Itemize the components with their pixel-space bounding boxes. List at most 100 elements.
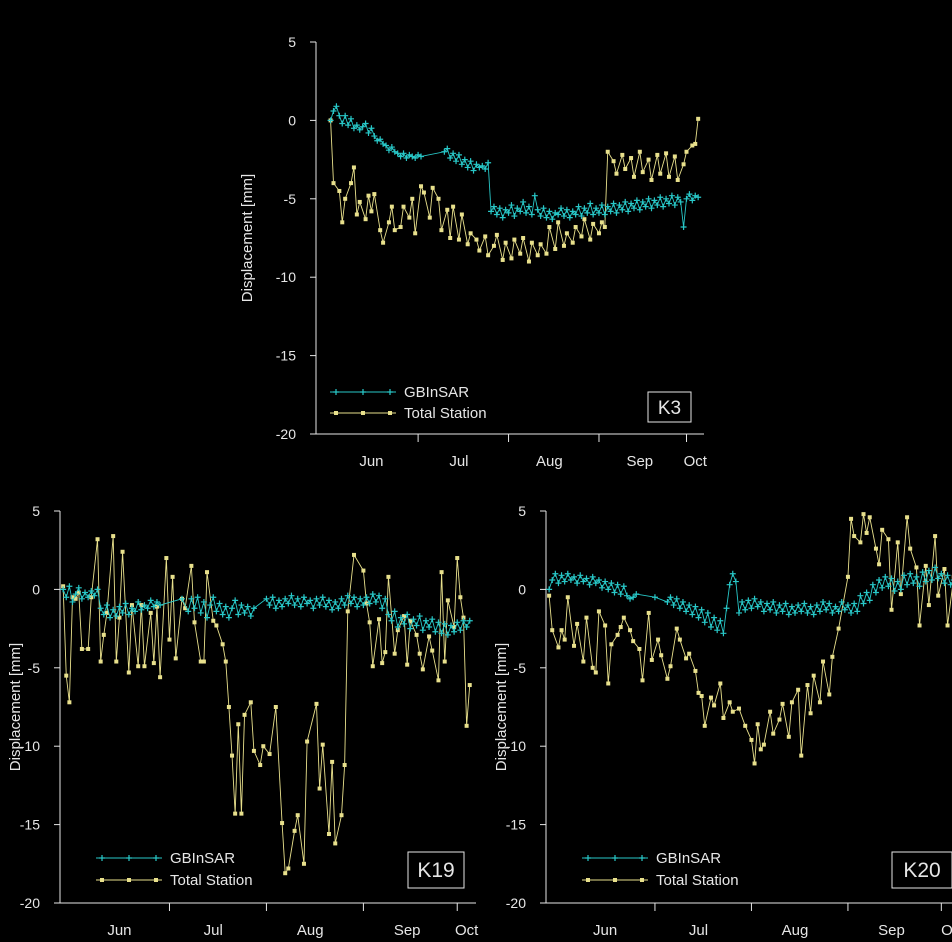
gbinsar-point [584, 209, 591, 216]
total-station-point [214, 623, 219, 628]
legend-label: Total Station [656, 872, 739, 889]
total-station-point [699, 694, 704, 699]
total-station-point [602, 225, 607, 230]
gbinsar-point [511, 213, 518, 220]
gbinsar-point [816, 608, 823, 615]
total-station-point [351, 165, 356, 170]
gbinsar-point [379, 605, 386, 612]
gbinsar-point [447, 622, 454, 629]
gbinsar-point [342, 112, 349, 119]
gbinsar-point [207, 602, 214, 609]
total-station-point [672, 154, 677, 159]
total-station-point [86, 646, 91, 651]
total-station-point [849, 516, 854, 521]
gbinsar-series [327, 103, 702, 231]
total-station-point [477, 248, 482, 253]
total-station-point [388, 411, 392, 415]
total-station-point [500, 257, 505, 262]
total-station-point [392, 228, 397, 233]
x-month-label: Jul [204, 922, 223, 939]
total-station-point [755, 722, 760, 727]
gbinsar-point [916, 583, 923, 590]
gbinsar-point [767, 606, 774, 613]
chart-panel-k3: 5 0 -5 -10 -15 -20 Displacement [mm] Jun Jul Aug S… [239, 34, 708, 470]
gbinsar-point [913, 573, 920, 580]
total-station-point [451, 204, 456, 209]
total-station-point [631, 639, 636, 644]
total-station-point [588, 237, 593, 242]
total-station-point [771, 731, 776, 736]
total-station-point [649, 177, 654, 182]
gbinsar-point [585, 855, 591, 861]
total-station-point [455, 556, 460, 561]
gbinsar-point [325, 597, 332, 604]
total-station-point [436, 678, 441, 683]
gbinsar-point [419, 627, 426, 634]
gbinsar-point [546, 208, 553, 215]
gbinsar-point [461, 156, 468, 163]
total-station-point [512, 237, 517, 242]
gbinsar-point [345, 122, 352, 129]
gbinsar-series [60, 583, 473, 638]
x-month-label: Oct [684, 453, 708, 470]
gbinsar-point [801, 600, 808, 607]
total-station-point [280, 821, 285, 826]
total-station-point [561, 243, 566, 248]
legend-label: GBInSAR [170, 850, 235, 867]
gbinsar-point [616, 202, 623, 209]
gbinsar-point [571, 573, 578, 580]
gbinsar-point [904, 581, 911, 588]
total-station-point [101, 632, 106, 637]
total-station-point [613, 878, 617, 882]
gbinsar-point [807, 603, 814, 610]
gbinsar-point [122, 600, 129, 607]
gbinsar-point [388, 617, 395, 624]
x-month-label: Jun [359, 453, 383, 470]
total-station-point [758, 747, 763, 752]
total-station-point [236, 722, 241, 727]
total-station-point [693, 141, 698, 146]
gbinsar-point [695, 614, 702, 621]
total-station-point [67, 700, 72, 705]
gbinsar-point [188, 595, 195, 602]
total-station-point [743, 723, 748, 728]
gbinsar-point [470, 167, 477, 174]
total-station-series [547, 512, 952, 766]
total-station-point [439, 228, 444, 233]
gbinsar-point [657, 194, 664, 201]
total-station-point [596, 231, 601, 236]
gbinsar-point [132, 608, 139, 615]
total-station-point [668, 664, 673, 669]
x-month-label: Aug [297, 922, 324, 939]
gbinsar-point [382, 595, 389, 602]
gbinsar-point [517, 208, 524, 215]
gbinsar-point [804, 609, 811, 616]
total-station-point [154, 604, 159, 609]
gbinsar-series [546, 564, 952, 637]
total-station-point [342, 763, 347, 768]
gbinsar-point [619, 206, 626, 213]
gbinsar-point [416, 613, 423, 620]
total-station-point [603, 623, 608, 628]
total-station-point [606, 681, 611, 686]
total-station-point [158, 675, 163, 680]
gbinsar-point [282, 595, 289, 602]
gbinsar-point [885, 583, 892, 590]
gbinsar-point [543, 214, 550, 221]
gbinsar-point [219, 611, 226, 618]
gbinsar-point [488, 208, 495, 215]
gbinsar-point [394, 624, 401, 631]
gbinsar-point [555, 211, 562, 218]
total-station-point [317, 786, 322, 791]
gbinsar-point [357, 595, 364, 602]
total-station-point [139, 603, 144, 608]
gbinsar-point [863, 589, 870, 596]
total-station-point [464, 723, 469, 728]
total-station-point [591, 221, 596, 226]
gbinsar-point [412, 155, 419, 162]
total-station-point [556, 645, 561, 650]
total-station-point [817, 700, 822, 705]
gbinsar-point [667, 594, 674, 601]
total-station-point [398, 225, 403, 230]
total-station-point [789, 700, 794, 705]
